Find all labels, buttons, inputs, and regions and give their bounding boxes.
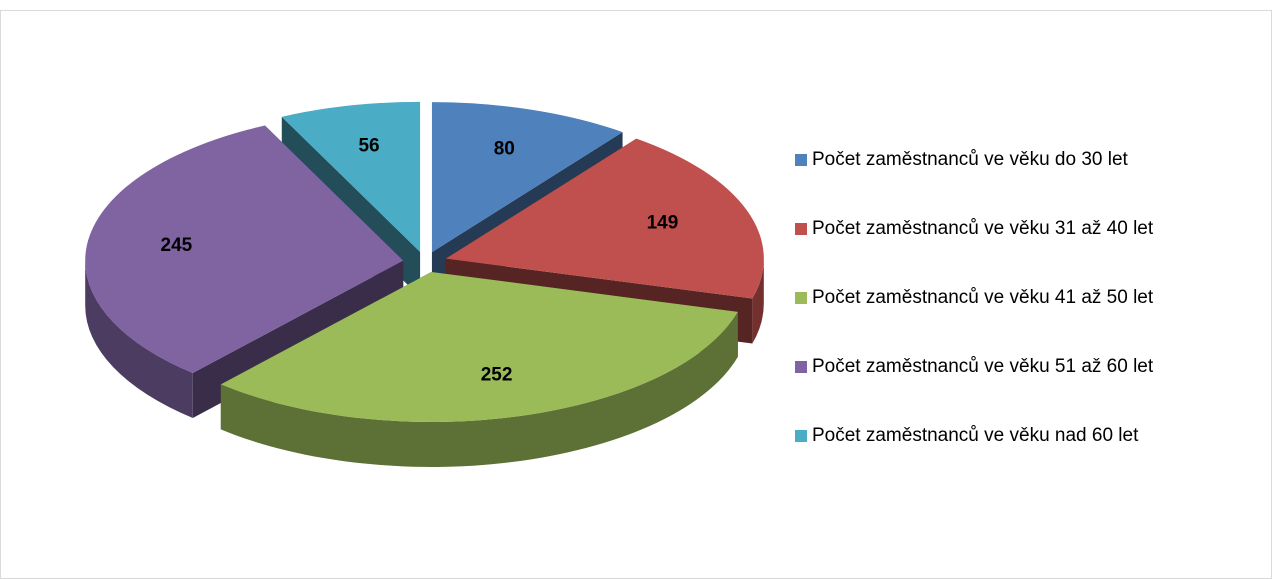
legend-label: Počet zaměstnanců ve věku 31 až 40 let <box>812 218 1154 239</box>
legend-swatch <box>795 430 807 442</box>
slice-wall <box>220 311 738 467</box>
legend-swatch <box>795 223 807 235</box>
legend-swatch <box>795 154 807 166</box>
data-label: 56 <box>358 136 379 157</box>
slice <box>281 101 421 252</box>
legend-swatch <box>795 361 807 373</box>
slice-wall <box>85 260 193 419</box>
slice <box>85 125 404 374</box>
legend-swatch <box>795 292 807 304</box>
slice <box>220 271 738 422</box>
slice <box>445 138 764 299</box>
legend-label: Počet zaměstnanců ve věku nad 60 let <box>812 425 1139 446</box>
slice <box>431 102 623 253</box>
legend-label: Počet zaměstnanců ve věku 51 až 60 let <box>812 356 1154 377</box>
legend-label: Počet zaměstnanců ve věku do 30 let <box>812 149 1129 170</box>
data-label: 252 <box>481 364 513 385</box>
data-label: 149 <box>647 213 679 234</box>
legend-label: Počet zaměstnanců ve věku 41 až 50 let <box>812 287 1154 308</box>
data-label: 80 <box>494 139 515 160</box>
slice-wall <box>752 258 764 344</box>
data-label: 245 <box>161 235 193 256</box>
